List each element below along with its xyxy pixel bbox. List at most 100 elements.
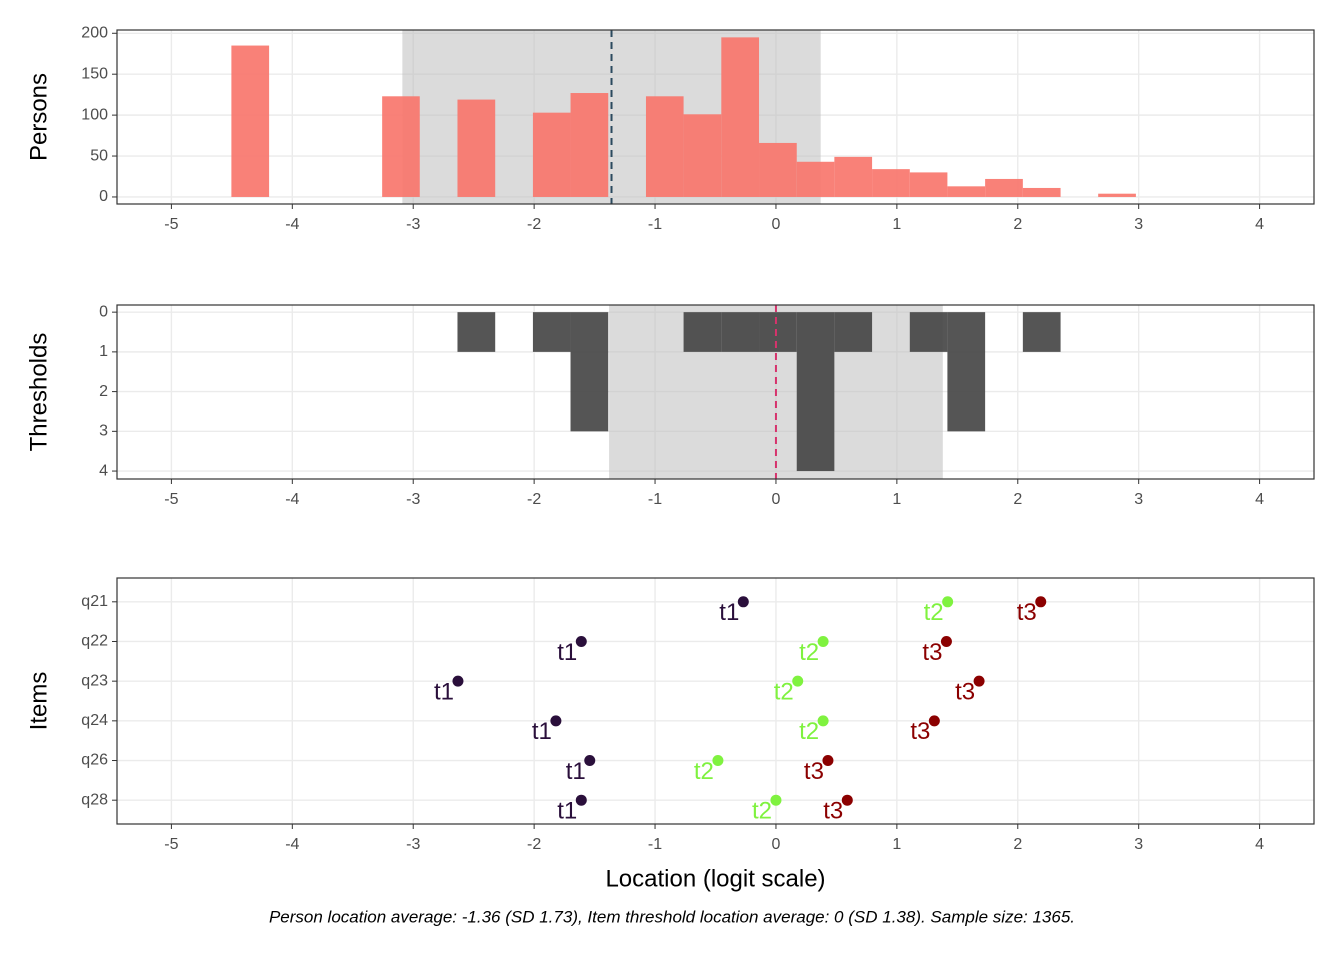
- x-tick-label: -5: [164, 216, 178, 233]
- point-label: t2: [799, 718, 819, 745]
- bar: [683, 312, 722, 352]
- x-tick-label: 3: [1134, 836, 1143, 853]
- panel: -5 -4 -3 -2 -1 0 1 2 3 4 0 50 100 150 200: [81, 24, 1315, 233]
- y-axis-title: Persons: [25, 73, 52, 161]
- point-label: t3: [1017, 599, 1037, 626]
- x-tick-label: 3: [1134, 216, 1143, 233]
- point: [584, 755, 596, 767]
- bar: [909, 172, 948, 197]
- x-tick-label: -3: [406, 836, 420, 853]
- x-tick-label: -5: [164, 836, 178, 853]
- point-label: t1: [434, 679, 454, 706]
- point-label: t2: [799, 639, 819, 666]
- x-tick-label: 1: [892, 836, 901, 853]
- bar: [872, 169, 910, 197]
- x-tick-label: -2: [527, 216, 541, 233]
- bar: [532, 112, 571, 197]
- y-tick-label: 1: [99, 343, 108, 360]
- bar: [457, 312, 496, 352]
- x-tick-label: -3: [406, 216, 420, 233]
- bar: [985, 178, 1023, 197]
- panel: -5 -4 -3 -2 -1 0 1 2 3 4 q21 q22 q23 q24 q26 q28 t1 t1 t1 t…: [81, 577, 1315, 853]
- y-tick-label: q26: [81, 752, 108, 769]
- x-tick-label: -1: [648, 836, 662, 853]
- y-tick-label: 0: [99, 188, 108, 205]
- x-tick-label: -4: [285, 216, 299, 233]
- x-tick-label: 4: [1255, 491, 1264, 508]
- point: [792, 675, 804, 687]
- panel-border: [116, 304, 1315, 480]
- x-tick-label: 2: [1013, 836, 1022, 853]
- bar: [721, 312, 760, 352]
- y-tick-label: q23: [81, 672, 108, 689]
- bar: [947, 312, 986, 432]
- point: [712, 755, 724, 767]
- bar: [759, 142, 797, 197]
- x-tick-label: -1: [648, 491, 662, 508]
- y-tick-label: q22: [81, 633, 108, 650]
- panel-border: [116, 577, 1315, 825]
- point-label: t3: [922, 639, 942, 666]
- x-tick-label: 3: [1134, 491, 1143, 508]
- bar: [1022, 312, 1061, 352]
- point-label: t2: [924, 599, 944, 626]
- point: [942, 596, 954, 608]
- x-tick-label: -4: [285, 491, 299, 508]
- bar: [570, 312, 609, 432]
- point: [550, 715, 562, 727]
- point: [737, 596, 749, 608]
- bar: [1022, 187, 1061, 197]
- point-label: t1: [566, 758, 586, 785]
- point: [822, 755, 834, 767]
- point-label: t2: [752, 798, 772, 825]
- y-tick-label: q28: [81, 791, 108, 808]
- bar: [796, 161, 835, 197]
- y-tick-label: 3: [99, 423, 108, 440]
- y-tick-label: q24: [81, 712, 108, 729]
- point: [928, 715, 940, 727]
- x-tick-label: 2: [1013, 491, 1022, 508]
- point-label: t2: [694, 758, 714, 785]
- bar: [231, 45, 270, 197]
- panel-border: [116, 29, 1315, 205]
- point: [770, 794, 782, 806]
- bar: [382, 96, 420, 197]
- bar: [759, 312, 797, 352]
- y-axis-title: Items: [25, 672, 52, 731]
- y-tick-label: 2: [99, 383, 108, 400]
- bar: [721, 37, 760, 197]
- y-tick-label: 200: [81, 24, 108, 41]
- point: [973, 675, 985, 687]
- point: [575, 794, 587, 806]
- bar: [834, 156, 873, 197]
- bar: [1098, 193, 1136, 197]
- caption: Person location average: -1.36 (SD 1.73)…: [269, 907, 1075, 926]
- y-tick-label: 50: [90, 147, 108, 164]
- point-label: t3: [955, 679, 975, 706]
- panel-background: [117, 578, 1314, 824]
- x-tick-label: -1: [648, 216, 662, 233]
- x-tick-label: 0: [772, 491, 781, 508]
- point: [817, 635, 829, 647]
- point: [940, 635, 952, 647]
- point: [817, 715, 829, 727]
- point-label: t3: [804, 758, 824, 785]
- x-tick-label: 0: [772, 836, 781, 853]
- y-tick-label: 0: [99, 303, 108, 320]
- point: [452, 675, 464, 687]
- bar: [796, 312, 835, 472]
- bar: [532, 312, 571, 352]
- point-label: t3: [823, 798, 843, 825]
- x-tick-label: -2: [527, 491, 541, 508]
- point-label: t1: [557, 639, 577, 666]
- bar: [457, 99, 496, 197]
- x-tick-label: 4: [1255, 836, 1264, 853]
- point-label: t2: [774, 679, 794, 706]
- bar: [645, 96, 684, 197]
- point-label: t1: [719, 599, 739, 626]
- point: [841, 794, 853, 806]
- x-tick-label: -5: [164, 491, 178, 508]
- bar: [683, 114, 722, 197]
- panel: -5 -4 -3 -2 -1 0 1 2 3 4 0 1 2 3 4: [99, 303, 1315, 508]
